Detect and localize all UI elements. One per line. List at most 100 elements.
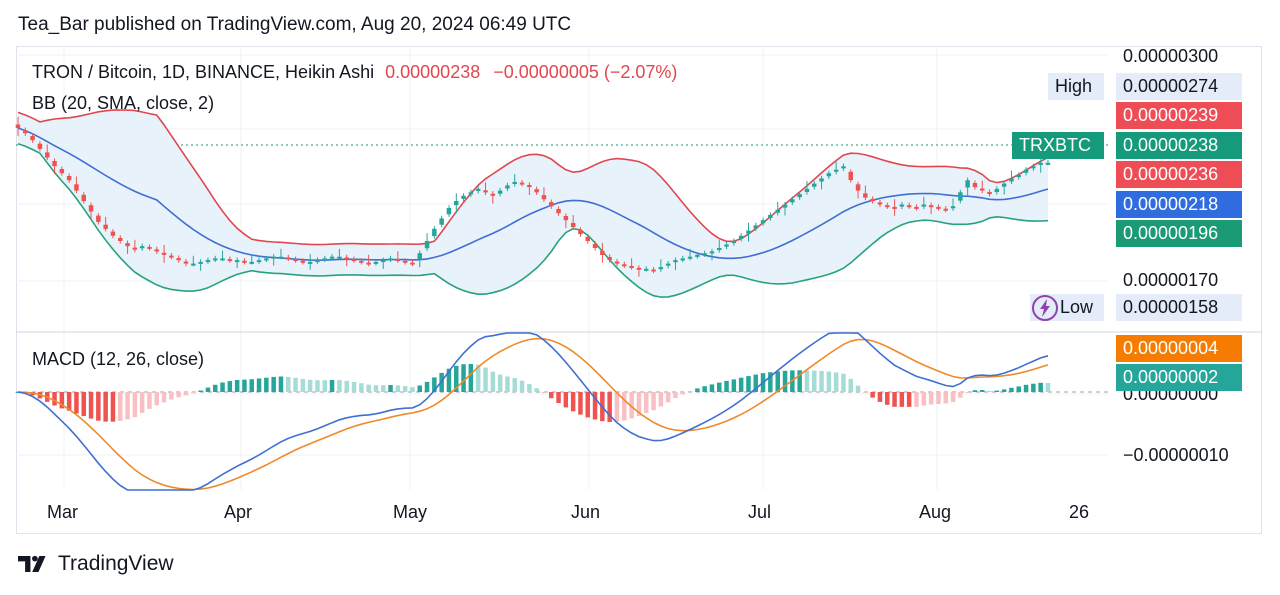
macd-histogram-bar — [1016, 386, 1021, 392]
macd-histogram-bar — [549, 392, 554, 399]
symbol-legend[interactable]: TRON / Bitcoin, 1D, BINANCE, Heikin Ashi… — [32, 62, 677, 83]
macd-histogram-bar — [972, 390, 978, 392]
candle-body — [760, 220, 766, 224]
macd-histogram-bar — [1009, 387, 1014, 392]
macd-histogram-bar — [570, 392, 576, 412]
candle-body — [797, 194, 802, 198]
macd-histogram-bar — [753, 374, 758, 392]
macd-histogram-bar — [746, 376, 751, 392]
candle-body — [950, 206, 956, 209]
candle-body — [512, 181, 517, 184]
publisher-line: Tea_Bar published on TradingView.com, Au… — [18, 14, 572, 35]
macd-histogram-bar — [651, 392, 656, 411]
macd-histogram-bar — [607, 392, 612, 422]
candle-body — [622, 264, 627, 267]
tradingview-footer[interactable]: TradingView — [18, 552, 174, 576]
bb-lower-tag: 0.00000196 — [1116, 220, 1242, 247]
high-label: High — [1048, 73, 1104, 100]
candle-body — [870, 198, 875, 201]
candle-body — [402, 260, 408, 263]
candle-body — [286, 257, 291, 260]
macd-histogram-bar — [936, 392, 941, 404]
candle-body — [52, 161, 57, 167]
macd-histogram-bar — [139, 392, 145, 413]
macd-histogram-bar — [497, 374, 503, 392]
macd-histogram-bar — [315, 380, 320, 392]
candle-body — [570, 222, 576, 228]
candle-body — [446, 208, 452, 215]
candle-body — [307, 261, 313, 264]
macd-histogram-bar — [359, 383, 364, 392]
macd-histogram-bar — [658, 392, 664, 407]
macd-histogram-bar — [1045, 383, 1051, 392]
candle-body — [322, 258, 327, 261]
macd-histogram-bar — [687, 391, 693, 393]
candle-body — [731, 241, 737, 244]
macd-histogram-bar — [892, 392, 897, 407]
macd-histogram-bar — [906, 392, 912, 407]
macd-histogram-bar — [337, 380, 342, 392]
candle-body — [651, 269, 656, 272]
chart-frame[interactable] — [16, 46, 1262, 534]
candle-body — [753, 225, 758, 229]
candle-body — [541, 195, 547, 200]
bb-legend[interactable]: BB (20, SMA, close, 2) — [32, 93, 215, 113]
candle-body — [833, 169, 839, 172]
candle-body — [549, 202, 554, 207]
candle-body — [629, 266, 634, 268]
price-tick-300: 0.00000300 — [1123, 46, 1218, 66]
candle-body — [30, 136, 35, 141]
candle-body — [790, 199, 795, 203]
macd-histogram-bar — [863, 392, 868, 393]
macd-histogram-bar — [395, 385, 401, 392]
candle-body — [432, 228, 437, 237]
candle-body — [169, 255, 174, 258]
time-tick-jun: Jun — [571, 502, 600, 522]
macd-histogram-bar — [373, 385, 379, 392]
candle-body — [264, 258, 269, 261]
signal-value-tag: 0.00000004 — [1116, 335, 1242, 362]
high-value-tag: 0.00000274 — [1116, 73, 1242, 100]
macd-histogram-bar — [402, 386, 408, 392]
tradingview-wordmark: TradingView — [58, 552, 174, 575]
macd-histogram-bar — [96, 392, 101, 421]
macd-histogram-bar — [424, 381, 430, 392]
candle-body — [1016, 175, 1021, 178]
candle-body — [746, 230, 751, 234]
macd-histogram-bar — [278, 376, 284, 392]
candle-body — [899, 204, 905, 207]
candle-body — [921, 204, 927, 207]
macd-legend[interactable]: MACD (12, 26, close) — [32, 349, 205, 369]
candle-body — [775, 209, 780, 213]
macd-histogram-bar — [125, 392, 130, 420]
macd-histogram-bar — [556, 392, 561, 403]
macd-histogram-bar — [578, 392, 583, 415]
candle-body — [1009, 178, 1014, 182]
bb-upper-tag: 0.00000239 — [1116, 102, 1242, 129]
macd-histogram-bar — [702, 386, 707, 392]
candle-body — [636, 267, 642, 270]
candle-body — [680, 258, 685, 261]
candle-body — [994, 188, 1000, 192]
candle-body — [366, 262, 371, 265]
candle-body — [227, 259, 233, 262]
candle-body — [337, 256, 342, 259]
macd-histogram-bar — [461, 364, 466, 392]
candle-body — [351, 259, 357, 262]
candle-body — [139, 246, 145, 249]
macd-histogram-bar — [432, 377, 437, 392]
macd-histogram-bar — [782, 370, 788, 392]
macd-histogram-bar — [804, 370, 810, 392]
macd-histogram-bar — [928, 392, 934, 405]
macd-histogram-bar — [286, 376, 291, 392]
last-price: 0.00000238 — [385, 62, 481, 82]
candle-body — [213, 258, 218, 261]
macd-histogram-bar — [227, 381, 233, 392]
macd-histogram-bar — [826, 371, 832, 392]
candle-body — [563, 216, 569, 221]
candle-body — [965, 180, 970, 188]
candle-body — [855, 184, 861, 191]
candle-body — [1038, 162, 1043, 165]
macd-histogram-bar — [198, 390, 203, 392]
